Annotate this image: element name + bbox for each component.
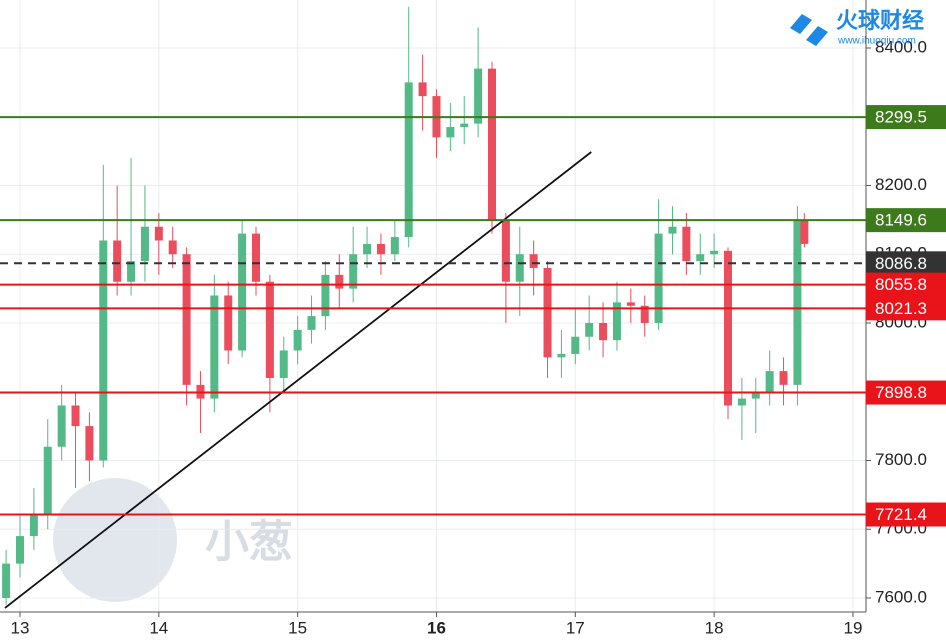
y-tick-label: 7600.0	[875, 587, 927, 606]
candle-body	[418, 82, 427, 97]
candle-body	[279, 350, 288, 378]
watermark-text: 小葱	[205, 518, 293, 567]
candle-body	[154, 226, 163, 241]
watermark-logo	[53, 478, 177, 602]
candle-body	[127, 261, 136, 282]
x-tick-label: 16	[427, 618, 446, 637]
price-level-label: 8149.6	[875, 211, 927, 230]
candle-body	[779, 371, 788, 385]
x-tick-label: 14	[149, 618, 168, 637]
price-level-label: 8299.5	[875, 108, 927, 127]
candle-body	[474, 68, 483, 124]
candle-body	[376, 243, 385, 255]
candle-body	[168, 240, 177, 255]
brand-name: 火球财经	[836, 8, 924, 33]
candle-body	[182, 254, 191, 385]
candle-body	[640, 305, 649, 323]
candle-body	[43, 446, 52, 516]
trendline	[4, 151, 592, 609]
price-level-label-bg	[866, 380, 946, 405]
candle-body	[140, 226, 149, 262]
candle-body	[793, 219, 802, 385]
candle-body	[571, 336, 580, 354]
candle-body	[251, 233, 260, 282]
x-tick-label: 15	[288, 618, 307, 637]
candle-body	[765, 371, 774, 392]
candle-body	[501, 219, 510, 282]
candle-body	[29, 515, 38, 537]
candle-body	[515, 254, 524, 282]
candle-body	[224, 295, 233, 351]
candle-body	[404, 82, 413, 238]
candle-body	[265, 281, 274, 378]
candle-body	[585, 322, 594, 337]
y-tick-label: 8400.0	[875, 37, 927, 56]
candle-body	[543, 267, 552, 358]
x-tick-label: 17	[566, 618, 585, 637]
candle-body	[488, 68, 497, 220]
candle-body	[612, 302, 621, 341]
candle-body	[363, 243, 372, 255]
x-tick-label: 19	[843, 618, 862, 637]
candle-body	[668, 226, 677, 234]
brand-logo	[790, 14, 828, 46]
candle-body	[682, 226, 691, 262]
y-tick-label: 8200.0	[875, 175, 927, 194]
candle-body	[724, 250, 733, 406]
brand-url: www.ihuoqiu.com	[837, 36, 916, 47]
x-tick-label: 13	[11, 618, 30, 637]
price-level-label-bg	[866, 296, 946, 321]
candle-body	[307, 316, 316, 330]
x-tick-label: 18	[705, 618, 724, 637]
y-tick-label: 7800.0	[875, 450, 927, 469]
candle-body	[800, 219, 809, 244]
price-level-label: 7898.8	[875, 383, 927, 402]
candle-body	[390, 237, 399, 255]
brand: 火球财经 www.ihuoqiu.com	[790, 8, 924, 47]
candle-body	[529, 254, 538, 268]
candle-body	[321, 274, 330, 317]
price-level-label-bg	[866, 272, 946, 297]
candle-body	[737, 398, 746, 406]
price-level-label-bg	[866, 502, 946, 527]
candle-body	[626, 302, 635, 306]
candle-body	[654, 233, 663, 323]
watermark: 小葱	[53, 478, 293, 602]
price-level-label-bg	[866, 251, 946, 276]
candle-body	[349, 254, 358, 289]
candle-body	[599, 322, 608, 341]
candle-body	[99, 240, 108, 461]
candle-body	[696, 254, 705, 262]
candle-body	[57, 405, 66, 447]
candle-body	[751, 391, 760, 399]
candle-body	[113, 240, 122, 282]
candle-body	[335, 274, 344, 289]
candle-body	[210, 295, 219, 399]
price-level-label: 8086.8	[875, 254, 927, 273]
price-level-label: 8021.3	[875, 299, 927, 318]
candle-body	[2, 563, 11, 598]
candle-body	[15, 536, 24, 564]
candle-body	[710, 250, 719, 255]
candle-body	[293, 329, 302, 351]
candle-body	[557, 353, 566, 358]
price-level-label: 8055.8	[875, 275, 927, 294]
price-level-label-bg	[866, 105, 946, 130]
candle-body	[460, 123, 469, 128]
candle-body	[238, 233, 247, 351]
price-level-label: 7721.4	[875, 505, 927, 524]
candle-body	[71, 405, 80, 427]
price-level-label-bg	[866, 208, 946, 233]
candle-body	[446, 127, 455, 138]
candle-body	[85, 426, 94, 461]
